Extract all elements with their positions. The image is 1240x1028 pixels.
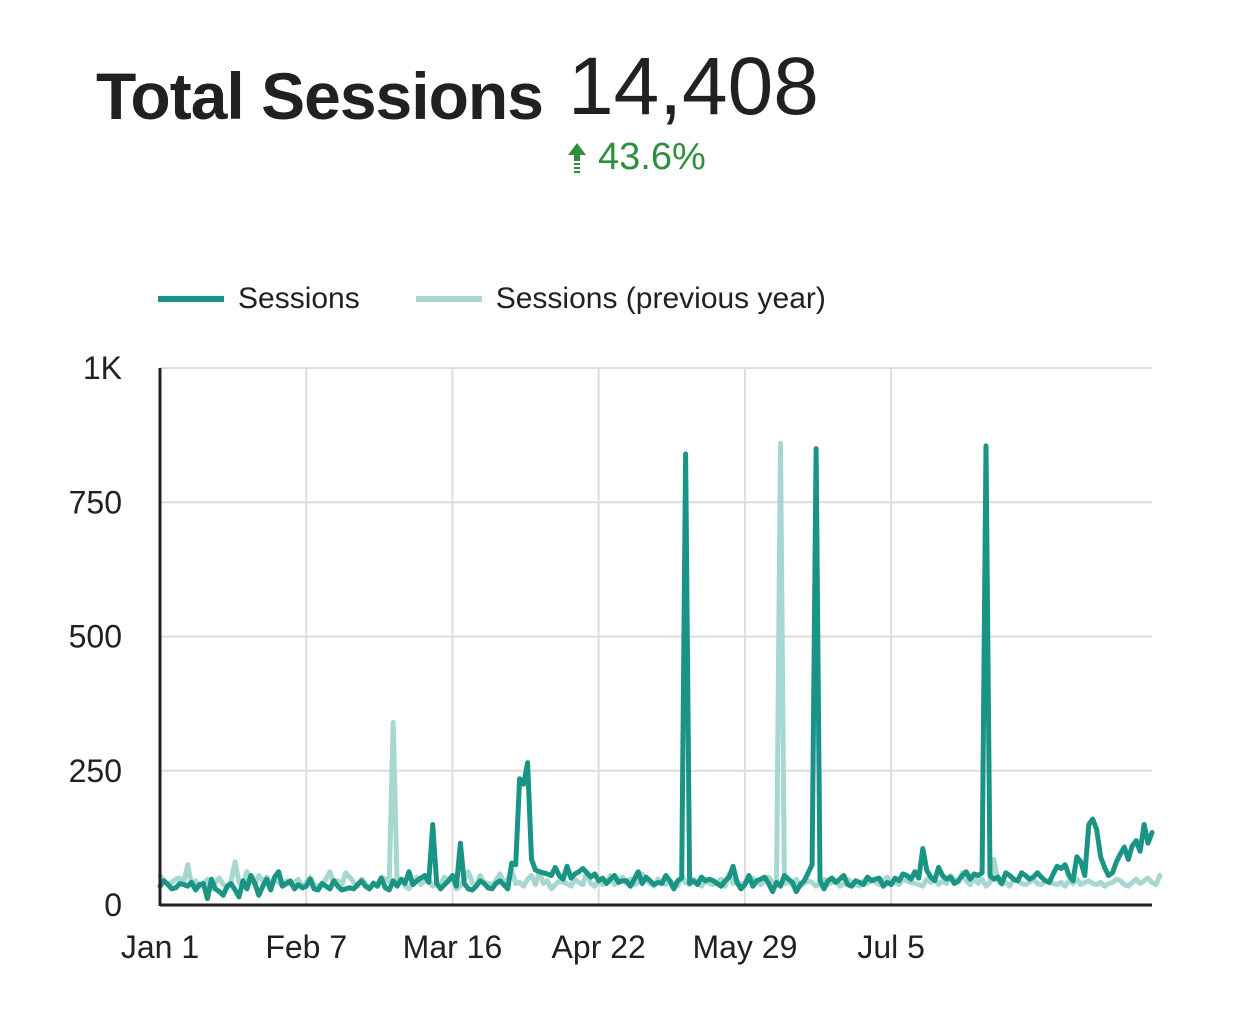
x-tick-label: Jan 1 [121,929,199,965]
metric-delta-value: 43.6% [598,136,706,178]
y-tick-label: 500 [69,619,122,655]
legend-label-sessions: Sessions [238,282,360,315]
x-tick-label: Feb 7 [265,929,347,965]
series-line-previous-year [157,440,1163,892]
y-tick-label: 1K [83,350,122,386]
metric-delta: 43.6% [566,136,706,179]
y-tick-label: 0 [104,887,122,923]
legend-label-previous-year: Sessions (previous year) [495,282,826,315]
x-tick-label: May 29 [692,929,797,965]
chart-ticks: 0 250 500 750 1K Jan 1 Feb 7 Mar 16 Apr 22 May 29… [69,350,925,965]
chart-axes [158,368,1152,907]
y-tick-label: 750 [69,484,122,520]
chart-grid [160,367,1152,905]
y-tick-label: 250 [69,753,122,789]
legend-item-previous-year[interactable]: Sessions (previous year) [415,282,826,316]
series-line-sessions [157,443,1155,902]
chart-legend: Sessions Sessions (previous year) [158,282,882,316]
arrow-up-icon [568,142,586,173]
legend-item-sessions[interactable]: Sessions [158,282,360,316]
legend-swatch-sessions [158,296,224,302]
x-tick-label: Mar 16 [403,929,503,965]
metric-title: Total Sessions [96,59,544,133]
x-tick-label: Apr 22 [552,929,646,965]
chart-lines [157,440,1163,902]
legend-swatch-previous-year [415,296,482,302]
x-tick-label: Jul 5 [857,929,925,965]
metric-value: 14,408 [568,41,819,132]
